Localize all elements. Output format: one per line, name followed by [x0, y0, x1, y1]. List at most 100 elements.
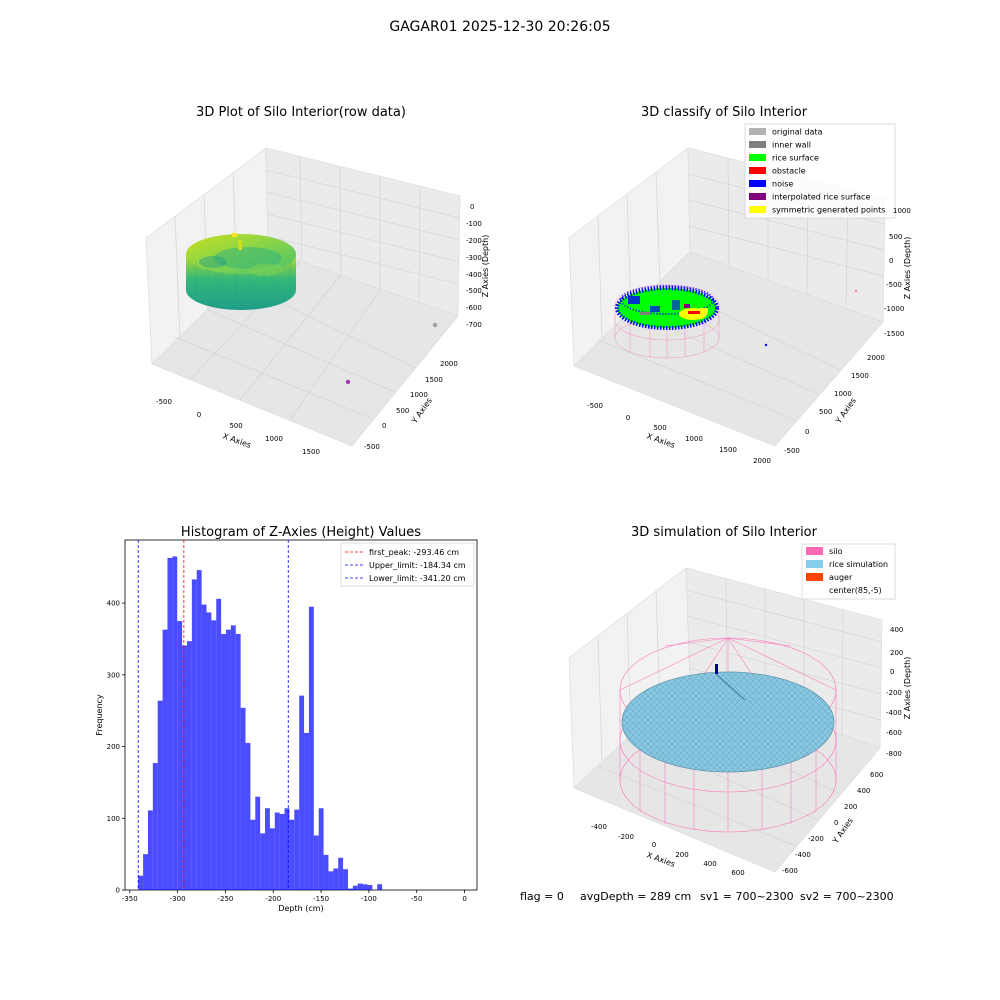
simulation-y-ticks: -600 -400 -200 0 200 400 600 — [782, 771, 883, 875]
histogram-legend-label: first_peak: -293.46 cm — [369, 548, 459, 557]
histogram-bar — [250, 819, 256, 890]
histogram-bar — [304, 732, 309, 890]
raw-x-ticks: -500 0 500 1000 1500 — [156, 398, 320, 456]
histogram-y-tick-label: 200 — [107, 743, 120, 751]
simulation-rice-surface — [621, 671, 835, 773]
avg-depth-text: avgDepth = 289 cm — [580, 890, 691, 903]
simulation-legend-label: rice simulation — [829, 560, 888, 569]
histogram-bars — [138, 556, 383, 890]
classify-y-ticks: -500 0 500 1000 1500 2000 — [784, 354, 885, 455]
simulation-z-ticks: 400 200 0 -200 -400 -600 -800 — [886, 626, 903, 758]
classify-legend-label: interpolated rice surface — [772, 193, 870, 202]
histogram-bar — [338, 857, 344, 890]
flag-text: flag = 0 — [520, 890, 564, 903]
histogram-bar — [308, 606, 314, 890]
classify-y-tick: 1000 — [834, 390, 852, 398]
histogram-bar — [221, 633, 227, 890]
panel-simulation-3d: 3D simulation of Silo Interior — [568, 525, 912, 877]
raw-z-tick: -500 — [466, 287, 482, 295]
simulation-legend: silo rice simulation auger center(85,-5) — [801, 543, 896, 600]
simulation-legend-swatch — [806, 547, 823, 555]
histogram-bar — [172, 556, 178, 890]
classify-z-tick: 500 — [889, 233, 902, 241]
histogram-bar — [352, 885, 358, 890]
classify-legend-label: noise — [772, 180, 793, 189]
histogram-bar — [318, 808, 324, 890]
classify-outlier-point — [854, 289, 858, 293]
raw-outlier-point — [432, 322, 438, 328]
raw-z-tick: -400 — [466, 271, 482, 279]
classify-legend-swatch — [749, 206, 766, 213]
simulation-legend-label: auger — [829, 573, 853, 582]
histogram-bar — [167, 557, 173, 890]
status-footer: flag = 0 avgDepth = 289 cm sv1 = 700~230… — [520, 890, 894, 903]
classify-z-tick: 0 — [889, 257, 893, 265]
histogram-bar — [138, 875, 144, 890]
raw-y-tick: -500 — [364, 443, 380, 451]
sv1-text: sv1 = 700~2300 — [700, 890, 794, 903]
histogram-x-tick-label: -350 — [122, 895, 138, 903]
classify-x-axis-label: X Axies — [645, 431, 676, 450]
classify-legend-swatch — [749, 154, 766, 161]
simulation-y-tick: 400 — [857, 787, 870, 795]
raw-silo-pointcloud — [186, 233, 296, 310]
histogram-bar — [226, 629, 231, 890]
classify-legend-swatch — [749, 141, 766, 148]
classify-legend-label: symmetric generated points — [772, 206, 885, 215]
histogram-bar — [191, 579, 197, 890]
histogram-bar — [216, 598, 222, 890]
histogram-reference-lines — [137, 540, 289, 890]
simulation-x-tick: 200 — [675, 851, 688, 859]
histogram-bar — [230, 625, 236, 890]
raw-y-tick: 500 — [396, 407, 409, 415]
histogram-legend-label: Lower_limit: -341.20 cm — [369, 574, 466, 583]
classify-z-tick: -1000 — [884, 305, 904, 313]
histogram-bar — [260, 833, 266, 890]
histogram-x-tick-label: -100 — [361, 895, 377, 903]
histogram-bar — [235, 633, 241, 890]
classify-z-tick: -500 — [886, 281, 902, 289]
simulation-z-tick: -600 — [886, 729, 902, 737]
simulation-z-axis-label: Z Axies (Depth) — [903, 657, 912, 720]
simulation-legend-label: silo — [829, 547, 843, 556]
histogram-y-ticks: 0 100 200 300 400 — [107, 600, 125, 895]
sv2-text: sv2 = 700~2300 — [800, 890, 894, 903]
raw-y-tick: 0 — [382, 422, 386, 430]
histogram-bar — [157, 700, 163, 890]
histogram-bar — [313, 835, 319, 890]
raw-outlier-point — [345, 379, 351, 385]
classify-legend-swatch — [749, 167, 766, 174]
classify-legend-frame — [744, 123, 896, 219]
classify-plot-title: 3D classify of Silo Interior — [641, 105, 808, 120]
histogram-bar — [152, 763, 158, 890]
histogram-title: Histogram of Z-Axies (Height) Values — [181, 525, 421, 540]
histogram-bar — [289, 819, 295, 890]
histogram-bar — [333, 868, 339, 890]
histogram-bar — [186, 641, 192, 890]
classify-y-tick: -500 — [784, 447, 800, 455]
histogram-bar — [367, 884, 373, 890]
classify-y-tick: 0 — [805, 428, 809, 436]
simulation-x-tick: 0 — [652, 841, 656, 849]
histogram-bar — [362, 884, 368, 890]
classify-z-tick: 1000 — [893, 207, 911, 215]
classify-y-tick: 1500 — [851, 372, 869, 380]
classify-legend-swatch — [749, 180, 766, 187]
histogram-y-tick-label: 0 — [116, 887, 120, 895]
histogram-bar — [265, 808, 270, 890]
histogram-y-tick-label: 100 — [107, 815, 120, 823]
histogram-bar — [196, 570, 202, 890]
histogram-legend: first_peak: -293.46 cm Upper_limit: -184.… — [340, 542, 475, 587]
simulation-z-tick: 400 — [890, 626, 903, 634]
simulation-x-ticks: -400 -200 0 200 400 600 — [591, 823, 745, 877]
simulation-z-tick: -400 — [886, 709, 902, 717]
simulation-plot-title: 3D simulation of Silo Interior — [631, 525, 818, 540]
raw-y-tick: 1000 — [410, 391, 428, 399]
histogram-bar — [294, 809, 300, 890]
classify-outlier-point — [764, 343, 768, 347]
simulation-legend-swatch — [806, 560, 823, 568]
raw-grid — [174, 155, 460, 421]
histogram-bar — [279, 813, 285, 890]
classify-y-axis-label: Y Axies — [833, 396, 858, 426]
histogram-legend-frame — [340, 542, 475, 587]
